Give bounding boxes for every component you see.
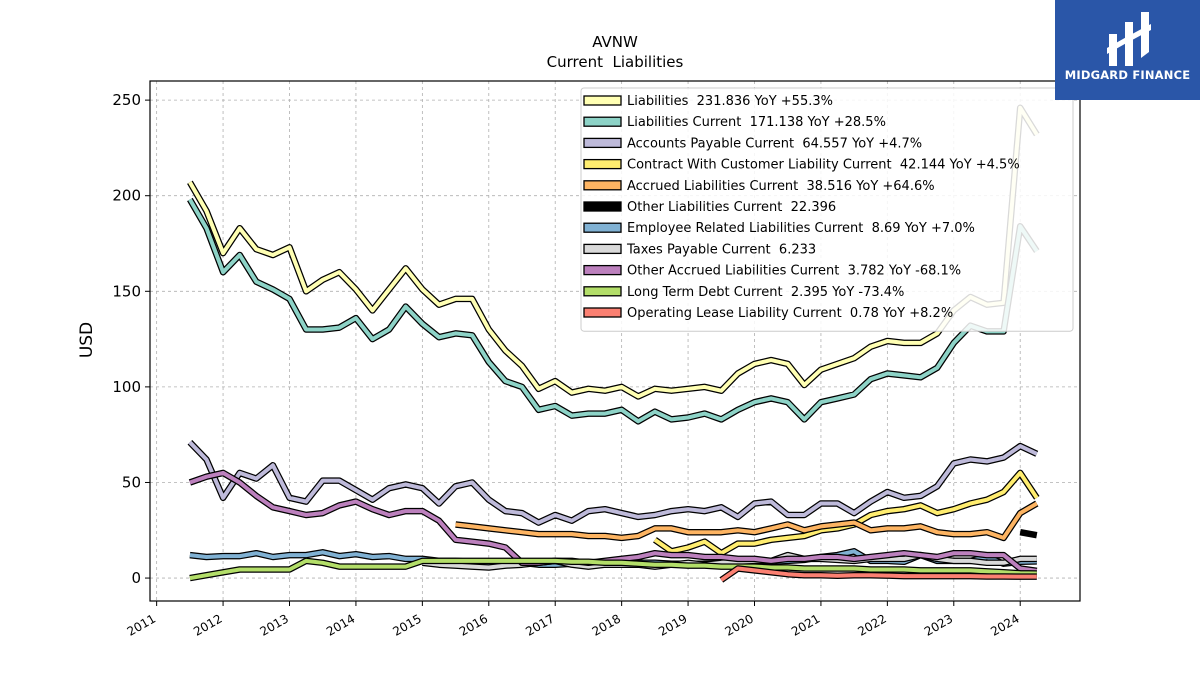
series-line-stroke (455, 501, 1038, 540)
series-line (187, 440, 1039, 526)
x-tick-label: 2023 (922, 611, 955, 638)
legend-label: Accrued Liabilities Current 38.516 YoY +… (627, 179, 935, 194)
legend-frame (580, 87, 1074, 332)
legend: Liabilities 231.836 YoY +55.3% Liabilitie… (580, 87, 1074, 332)
legend-item: Contract With Customer Liability Current… (583, 158, 1020, 173)
x-tick-label: 2017 (523, 611, 556, 638)
x-tick-label: 2021 (789, 611, 822, 638)
series-line-stroke (189, 558, 1037, 581)
legend-item: Accounts Payable Current 64.557 YoY +4.7… (583, 136, 922, 151)
legend-swatch (583, 264, 622, 276)
legend-label: Employee Related Liabilities Current 8.6… (627, 221, 975, 236)
legend-item: Taxes Payable Current 6.233 (583, 242, 816, 257)
plot-frame (149, 80, 1081, 602)
series-line-stroke (188, 198, 1039, 424)
legend-item: Long Term Debt Current 2.395 YoY -73.4% (583, 285, 904, 300)
legend-item: Operating Lease Liability Current 0.78 Y… (583, 306, 953, 321)
x-tick-label: 2024 (988, 611, 1021, 638)
series-line (187, 104, 1040, 400)
y-tick-label: 200 (112, 187, 141, 205)
y-axis-label: USD (77, 322, 97, 358)
series-line (1019, 529, 1038, 539)
x-tick-label: 2018 (590, 611, 623, 638)
series-layer (187, 104, 1040, 583)
legend-label: Taxes Payable Current 6.233 (626, 242, 816, 257)
legend-swatch (583, 180, 622, 191)
series-line (189, 557, 1037, 582)
logo-text: MIDGARD FINANCE (1064, 68, 1191, 82)
x-tick-label: 2011 (125, 611, 158, 638)
y-tick-label: 250 (112, 91, 141, 109)
y-axis: 0 50 100 150 200 250 (112, 91, 150, 587)
legend-swatch (583, 201, 622, 212)
legend-swatch (583, 95, 622, 106)
x-tick-label: 2013 (258, 611, 291, 638)
legend-swatch (583, 243, 622, 255)
series-line-stroke (720, 566, 1037, 582)
legend-swatch (583, 286, 622, 297)
x-tick-label: 2014 (324, 611, 357, 638)
legend-swatch (583, 137, 622, 149)
legend-label: Other Accrued Liabilities Current 3.782 … (627, 264, 961, 279)
x-tick-label: 2012 (191, 611, 224, 638)
legend-item: Accrued Liabilities Current 38.516 YoY +… (583, 179, 935, 194)
x-tick-label: 2019 (656, 611, 689, 638)
legend-item: Liabilities 231.836 YoY +55.3% (583, 94, 833, 109)
chart-title: AVNW (592, 33, 638, 51)
x-axis: 2011 2012 2013 2014 2015 2016 2017 2018 2019 2020… (125, 601, 1022, 639)
legend-item: Other Accrued Liabilities Current 3.782 … (583, 264, 961, 279)
legend-item: Other Liabilities Current 22.396 (583, 200, 836, 215)
y-tick-label: 150 (112, 282, 141, 300)
x-tick-label: 2022 (855, 611, 888, 638)
y-tick-label: 50 (122, 473, 141, 491)
legend-label: Long Term Debt Current 2.395 YoY -73.4% (627, 285, 904, 300)
brand-logo: MIDGARD FINANCE (1055, 0, 1200, 100)
legend-swatch (583, 222, 622, 233)
series-line (187, 197, 1040, 425)
series-line-stroke (1019, 529, 1038, 539)
legend-label: Liabilities Current 171.138 YoY +28.5% (627, 115, 886, 130)
legend-label: Contract With Customer Liability Current… (627, 158, 1020, 173)
series-line-stroke (188, 105, 1039, 399)
y-tick-label: 0 (131, 569, 141, 587)
legend-swatch (583, 307, 622, 318)
series-line (719, 565, 1037, 583)
legend-item: Liabilities Current 171.138 YoY +28.5% (583, 115, 886, 130)
series-line-stroke (188, 440, 1038, 525)
legend-swatch (583, 116, 622, 127)
y-tick-label: 100 (112, 378, 141, 396)
legend-label: Liabilities 231.836 YoY +55.3% (627, 94, 833, 109)
legend-swatch (583, 158, 622, 170)
chart-subtitle: Current Liabilities (547, 53, 684, 71)
logo-mark-icon (1107, 12, 1151, 66)
series-line-outline (653, 469, 1040, 557)
legend-item: Employee Related Liabilities Current 8.6… (583, 221, 975, 236)
series-line-stroke (653, 470, 1039, 556)
legend-label: Accounts Payable Current 64.557 YoY +4.7… (627, 136, 922, 151)
x-tick-label: 2020 (723, 611, 756, 638)
series-line (653, 469, 1040, 557)
x-tick-label: 2016 (457, 611, 490, 638)
legend-label: Other Liabilities Current 22.396 (627, 200, 836, 215)
series-line (455, 500, 1039, 542)
x-tick-label: 2015 (390, 611, 423, 638)
legend-label: Operating Lease Liability Current 0.78 Y… (627, 306, 953, 321)
